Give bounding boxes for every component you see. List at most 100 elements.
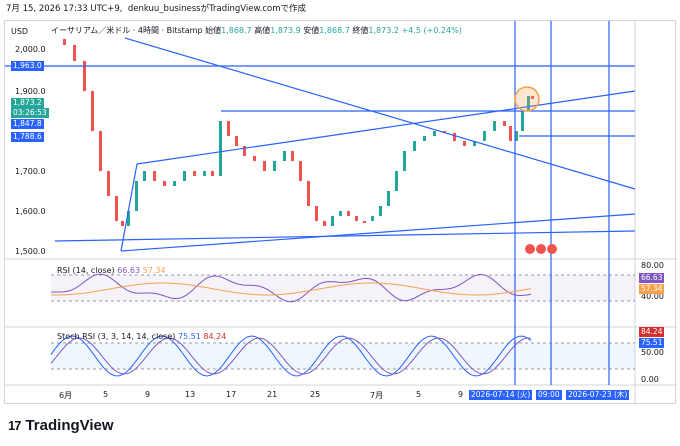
candle bbox=[153, 171, 156, 181]
stoch-axis-50: 50.00 bbox=[641, 348, 664, 357]
candle bbox=[73, 45, 76, 61]
rsi-ma-line bbox=[50, 282, 532, 296]
support-line bbox=[54, 230, 636, 242]
candle bbox=[371, 216, 374, 221]
candle bbox=[463, 141, 466, 146]
candle bbox=[515, 131, 518, 141]
stoch-band bbox=[51, 343, 635, 369]
candle bbox=[263, 161, 266, 171]
rsi-axis-80: 80.00 bbox=[641, 261, 664, 270]
chart-canvas[interactable] bbox=[5, 21, 677, 405]
candle bbox=[91, 91, 94, 131]
rsi-axis-40: 40.00 bbox=[641, 292, 664, 301]
change-value: +4.5 (+0.24%) bbox=[401, 26, 462, 35]
candle bbox=[173, 181, 176, 186]
stoch-value-1: 75.51 bbox=[177, 332, 201, 341]
candle bbox=[403, 151, 406, 171]
candle bbox=[509, 126, 512, 141]
event-flag-icon bbox=[536, 244, 546, 254]
candle bbox=[363, 221, 366, 223]
rsi-value-1: 66.63 bbox=[117, 266, 141, 275]
candle bbox=[473, 141, 476, 146]
price-tag-1788: 1,788.6 bbox=[11, 132, 44, 142]
candle bbox=[219, 121, 222, 176]
candle bbox=[395, 171, 398, 191]
lower-channel-line bbox=[120, 213, 636, 252]
stoch-axis-0: 0.00 bbox=[641, 375, 659, 384]
snapshot-timestamp: 7月 15, 2026 17:33 UTC+9 bbox=[6, 4, 120, 14]
open-label: 始値 bbox=[205, 26, 222, 35]
time-tick-5: 5 bbox=[103, 390, 109, 399]
candle bbox=[235, 136, 238, 146]
time-tick-jun: 6月 bbox=[59, 391, 73, 400]
time-tick-jul9: 9 bbox=[458, 390, 464, 399]
rsi-value-2: 57.34 bbox=[142, 266, 166, 275]
currency-label: USD bbox=[11, 27, 29, 36]
candle bbox=[99, 131, 102, 171]
price-tick-2000: 2,000.0 bbox=[15, 45, 46, 54]
stoch-d-line bbox=[50, 337, 532, 375]
price-tick-1700: 1,700.0 bbox=[15, 167, 46, 176]
rsi-tag-2: 57.34 bbox=[639, 284, 665, 294]
rsi-tag-1: 66.63 bbox=[639, 273, 665, 283]
time-tick-jul: 7月 bbox=[370, 391, 384, 400]
brand-name: TradingView bbox=[25, 416, 114, 434]
low-value: 1,868.7 bbox=[319, 26, 350, 35]
price-tag-1847: 1,847.8 bbox=[11, 119, 44, 129]
candle bbox=[121, 221, 124, 226]
candle bbox=[307, 181, 310, 206]
rsi-legend: RSI (14, close) 66.63 57.34 bbox=[57, 266, 166, 275]
candle bbox=[531, 96, 534, 99]
time-highlight-1: 2026-07-14 (火) bbox=[469, 390, 533, 400]
time-tick-jul5: 5 bbox=[416, 390, 422, 399]
candle bbox=[423, 136, 426, 141]
stoch-tag-2: 75.51 bbox=[639, 338, 665, 348]
symbol-label: イーサリアム／米ドル · 4時間 · Bitstamp bbox=[51, 26, 203, 35]
high-label: 高値 bbox=[254, 26, 271, 35]
snapshot-author: denkuu_businessがTradingView.comで作成 bbox=[127, 4, 307, 14]
candle bbox=[379, 206, 382, 216]
candle bbox=[413, 141, 416, 151]
candle bbox=[115, 196, 118, 221]
rsi-title: RSI (14, close) bbox=[57, 266, 115, 275]
candle bbox=[283, 151, 286, 161]
candle bbox=[347, 211, 350, 216]
high-value: 1,873.9 bbox=[270, 26, 301, 35]
candle bbox=[503, 121, 506, 126]
time-highlight-2: 2026-07-23 (木) bbox=[566, 390, 630, 400]
time-tick-21: 21 bbox=[267, 390, 278, 399]
candle bbox=[355, 216, 358, 221]
candle bbox=[183, 171, 186, 181]
candle bbox=[483, 131, 486, 141]
candle bbox=[339, 211, 342, 216]
close-label: 終値 bbox=[352, 26, 369, 35]
stoch-legend: Stoch RSI (3, 3, 14, 14, close) 75.51 84… bbox=[57, 332, 226, 341]
event-flag-icon bbox=[525, 244, 535, 254]
price-tick-1500: 1,500.0 bbox=[15, 247, 46, 256]
ohlc-legend: イーサリアム／米ドル · 4時間 · Bitstamp 始値1,868.7 高値… bbox=[51, 25, 462, 36]
candle bbox=[273, 161, 276, 171]
candle bbox=[315, 206, 318, 221]
rsi-line bbox=[50, 273, 532, 303]
price-tick-1900: 1,900.0 bbox=[15, 87, 46, 96]
candle bbox=[135, 181, 138, 211]
chart-area[interactable]: USD イーサリアム／米ドル · 4時間 · Bitstamp 始値1,868.… bbox=[4, 20, 677, 405]
stoch-tag-1: 84.24 bbox=[639, 327, 665, 337]
candle bbox=[323, 221, 326, 226]
close-value: 1,873.2 bbox=[368, 26, 399, 35]
stoch-k-line bbox=[50, 335, 532, 377]
channel-left-line bbox=[120, 163, 138, 252]
candle bbox=[243, 146, 246, 156]
tradingview-logo-icon: 17 bbox=[8, 417, 22, 433]
candle bbox=[107, 171, 110, 196]
time-tick-17: 17 bbox=[226, 390, 237, 399]
candle bbox=[521, 111, 524, 131]
open-value: 1,868.7 bbox=[221, 26, 252, 35]
event-flag-icon bbox=[547, 244, 557, 254]
tradingview-brand: 17 TradingView bbox=[8, 414, 114, 436]
candle bbox=[527, 96, 530, 111]
candle bbox=[83, 61, 86, 91]
candle bbox=[253, 156, 256, 161]
candle bbox=[203, 171, 206, 176]
candle bbox=[63, 39, 66, 45]
